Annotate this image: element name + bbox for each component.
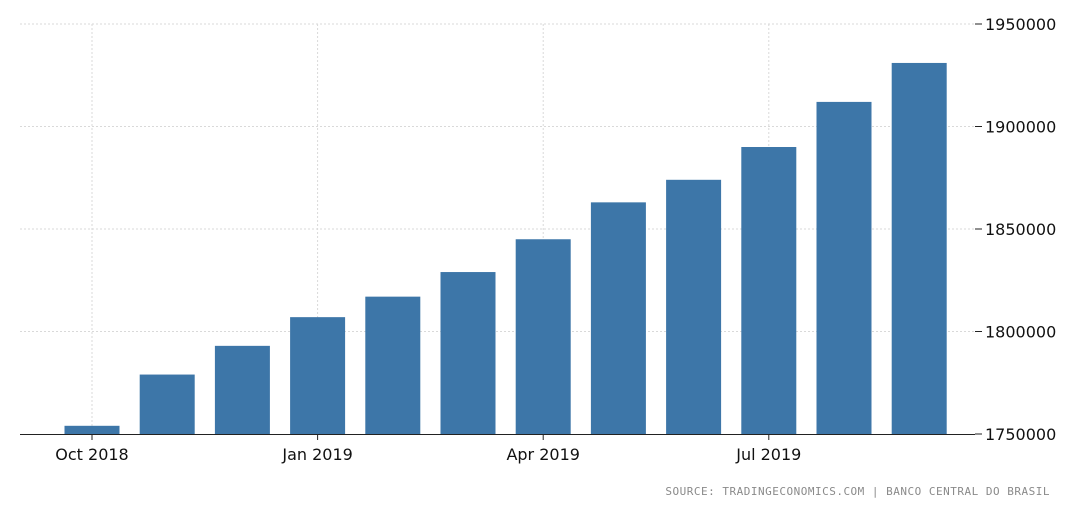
x-tick-label: Jul 2019 bbox=[735, 445, 801, 464]
bars bbox=[64, 62, 947, 435]
y-tick-label: 1800000 bbox=[985, 323, 1056, 342]
bar-mar-2019 bbox=[440, 272, 496, 434]
bar-may-2019 bbox=[590, 202, 646, 434]
bar-jan-2019 bbox=[290, 317, 346, 434]
y-tick-label: 1750000 bbox=[985, 425, 1056, 444]
y-tick-label: 1900000 bbox=[985, 118, 1056, 137]
source-note: SOURCE: TRADINGECONOMICS.COM | BANCO CEN… bbox=[665, 485, 1050, 498]
axes: 1750000 1800000 1850000 1900000 1950000 Oct 2… bbox=[20, 15, 1056, 464]
x-tick-label: Oct 2018 bbox=[55, 445, 128, 464]
x-tick-label: Apr 2019 bbox=[506, 445, 579, 464]
bar-aug-2019 bbox=[816, 101, 872, 435]
bar-sep-2019 bbox=[891, 62, 947, 434]
bar-jul-2019 bbox=[741, 147, 797, 434]
y-tick-label: 1850000 bbox=[985, 220, 1056, 239]
bar-dec-2018 bbox=[214, 345, 270, 434]
bar-feb-2019 bbox=[365, 296, 421, 434]
bar-nov-2018 bbox=[139, 374, 195, 434]
x-tick-label: Jan 2019 bbox=[281, 445, 352, 464]
bar-jun-2019 bbox=[666, 179, 722, 434]
y-tick-label: 1950000 bbox=[985, 15, 1056, 34]
bar-apr-2019 bbox=[515, 239, 571, 434]
bar-oct-2018 bbox=[64, 425, 120, 434]
